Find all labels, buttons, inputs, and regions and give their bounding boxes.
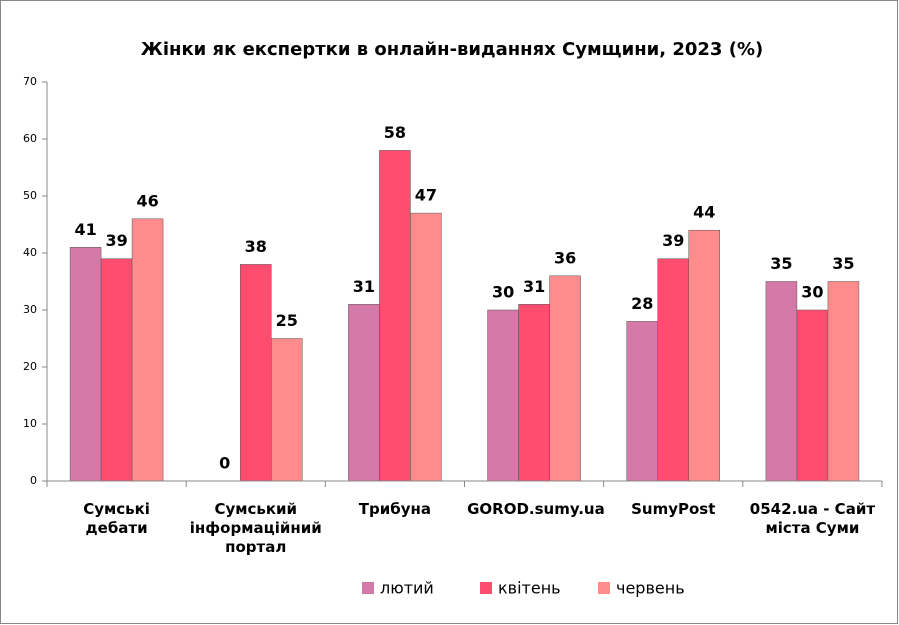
value-label: 36 xyxy=(554,248,576,267)
bar xyxy=(518,304,550,482)
bar xyxy=(69,247,102,482)
y-tick-label: 30 xyxy=(23,303,37,316)
x-tick-label: GOROD.sumy.ua xyxy=(467,500,605,518)
bar xyxy=(549,275,581,482)
bar xyxy=(796,309,829,482)
y-tick-label: 0 xyxy=(30,474,37,487)
value-label: 46 xyxy=(136,191,158,210)
value-label: 0 xyxy=(219,454,230,473)
bar xyxy=(131,218,164,482)
bar xyxy=(379,150,411,482)
bar xyxy=(271,338,303,482)
bar xyxy=(487,309,519,482)
y-tick-label: 20 xyxy=(23,360,37,373)
value-label: 44 xyxy=(693,203,715,222)
y-tick-label: 40 xyxy=(23,246,37,259)
bar xyxy=(765,281,798,482)
chart-title: Жінки як експертки в онлайн-виданнях Сум… xyxy=(141,39,763,60)
x-tick-label: 0542.ua - Сайт міста Суми xyxy=(749,500,876,537)
bar xyxy=(240,264,272,482)
x-tick-label: SumyPost xyxy=(631,500,716,518)
legend-swatch xyxy=(480,582,492,594)
bar xyxy=(626,321,658,482)
bar xyxy=(348,304,380,482)
value-label: 58 xyxy=(384,123,406,142)
value-label: 38 xyxy=(245,237,267,256)
legend-label: лютий xyxy=(380,579,434,598)
value-label: 35 xyxy=(832,254,854,273)
y-tick-label: 50 xyxy=(23,189,37,202)
value-label: 35 xyxy=(770,254,792,273)
bar xyxy=(410,212,442,482)
legend-swatch xyxy=(598,582,610,594)
value-label: 41 xyxy=(74,220,96,239)
x-tick-label: Трибуна xyxy=(358,500,432,518)
legend-swatch xyxy=(362,582,374,594)
value-label: 30 xyxy=(492,283,514,302)
value-label: 30 xyxy=(801,283,823,302)
legend-label: червень xyxy=(616,579,685,598)
value-label: 47 xyxy=(415,186,437,205)
legend-label: квітень xyxy=(498,579,561,598)
value-label: 31 xyxy=(353,277,375,296)
bar xyxy=(827,281,860,482)
x-tick-label: Сумські дебати xyxy=(83,500,150,537)
bar xyxy=(688,229,720,482)
bar xyxy=(657,258,689,482)
value-label: 31 xyxy=(523,277,545,296)
value-label: 39 xyxy=(105,231,127,250)
value-label: 39 xyxy=(662,231,684,250)
x-tick-label: Сумський інформаційний портал xyxy=(189,500,322,556)
value-label: 28 xyxy=(631,294,653,313)
value-label: 25 xyxy=(276,311,298,330)
bar xyxy=(100,258,133,482)
y-tick-label: 10 xyxy=(23,417,37,430)
y-tick-label: 60 xyxy=(23,132,37,145)
y-tick-label: 70 xyxy=(23,75,37,88)
